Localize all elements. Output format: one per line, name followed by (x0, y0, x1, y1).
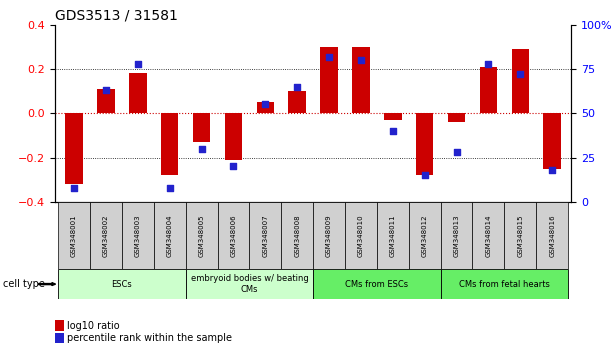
Bar (511, 49, 529, 113)
FancyBboxPatch shape (58, 202, 90, 269)
FancyBboxPatch shape (472, 202, 504, 269)
Text: GSM348002: GSM348002 (103, 214, 109, 257)
FancyBboxPatch shape (345, 202, 377, 269)
Text: cell type: cell type (3, 279, 45, 289)
Point (452, 149, 461, 155)
Text: GSM348014: GSM348014 (485, 214, 491, 257)
FancyBboxPatch shape (313, 202, 345, 269)
Text: GSM348001: GSM348001 (71, 214, 77, 257)
Text: GSM348008: GSM348008 (295, 214, 300, 257)
Bar (320, 47, 338, 113)
Point (197, 146, 207, 152)
Bar (352, 47, 370, 113)
Text: embryoid bodies w/ beating
CMs: embryoid bodies w/ beating CMs (191, 274, 309, 294)
FancyBboxPatch shape (186, 269, 313, 299)
Bar (384, 113, 401, 120)
FancyBboxPatch shape (281, 202, 313, 269)
Point (69, 185, 79, 190)
Text: percentile rank within the sample: percentile rank within the sample (67, 333, 232, 343)
Bar (480, 67, 497, 113)
FancyBboxPatch shape (313, 269, 441, 299)
Text: GSM348006: GSM348006 (230, 214, 236, 257)
Bar (288, 91, 306, 113)
Bar (161, 113, 178, 175)
FancyBboxPatch shape (441, 269, 568, 299)
Bar (543, 113, 561, 169)
FancyBboxPatch shape (536, 202, 568, 269)
Point (388, 128, 398, 134)
Text: log10 ratio: log10 ratio (67, 321, 120, 331)
Point (133, 61, 143, 67)
FancyBboxPatch shape (58, 269, 186, 299)
Point (547, 167, 557, 173)
FancyBboxPatch shape (90, 202, 122, 269)
Text: GDS3513 / 31581: GDS3513 / 31581 (55, 8, 178, 22)
FancyBboxPatch shape (377, 202, 409, 269)
Point (483, 61, 493, 67)
Text: GSM348012: GSM348012 (422, 214, 428, 257)
FancyBboxPatch shape (186, 202, 218, 269)
Point (165, 185, 175, 190)
Point (229, 164, 238, 169)
FancyBboxPatch shape (441, 202, 472, 269)
FancyBboxPatch shape (218, 202, 249, 269)
Text: CMs from fetal hearts: CMs from fetal hearts (459, 280, 550, 289)
Point (516, 72, 525, 77)
Text: GSM348003: GSM348003 (135, 214, 141, 257)
Text: GSM348010: GSM348010 (358, 214, 364, 257)
Text: ESCs: ESCs (112, 280, 133, 289)
Bar (193, 113, 210, 142)
Point (356, 57, 366, 63)
Point (101, 87, 111, 93)
Text: GSM348007: GSM348007 (262, 214, 268, 257)
Bar (257, 102, 274, 113)
Bar (65, 113, 83, 184)
Bar (97, 89, 115, 113)
Text: GSM348009: GSM348009 (326, 214, 332, 257)
Point (324, 54, 334, 59)
FancyBboxPatch shape (249, 202, 281, 269)
Text: GSM348016: GSM348016 (549, 214, 555, 257)
Bar (448, 113, 466, 122)
Text: GSM348004: GSM348004 (167, 214, 173, 257)
Point (292, 84, 302, 90)
Text: GSM348011: GSM348011 (390, 214, 396, 257)
Bar (416, 113, 433, 175)
FancyBboxPatch shape (154, 202, 186, 269)
FancyBboxPatch shape (409, 202, 441, 269)
Text: CMs from ESCs: CMs from ESCs (345, 280, 408, 289)
Point (420, 172, 430, 178)
Text: GSM348005: GSM348005 (199, 214, 205, 257)
Point (260, 102, 270, 107)
Bar (129, 74, 147, 113)
FancyBboxPatch shape (122, 202, 154, 269)
Text: GSM348013: GSM348013 (453, 214, 459, 257)
Bar (225, 113, 242, 160)
FancyBboxPatch shape (504, 202, 536, 269)
Text: GSM348015: GSM348015 (518, 214, 523, 257)
